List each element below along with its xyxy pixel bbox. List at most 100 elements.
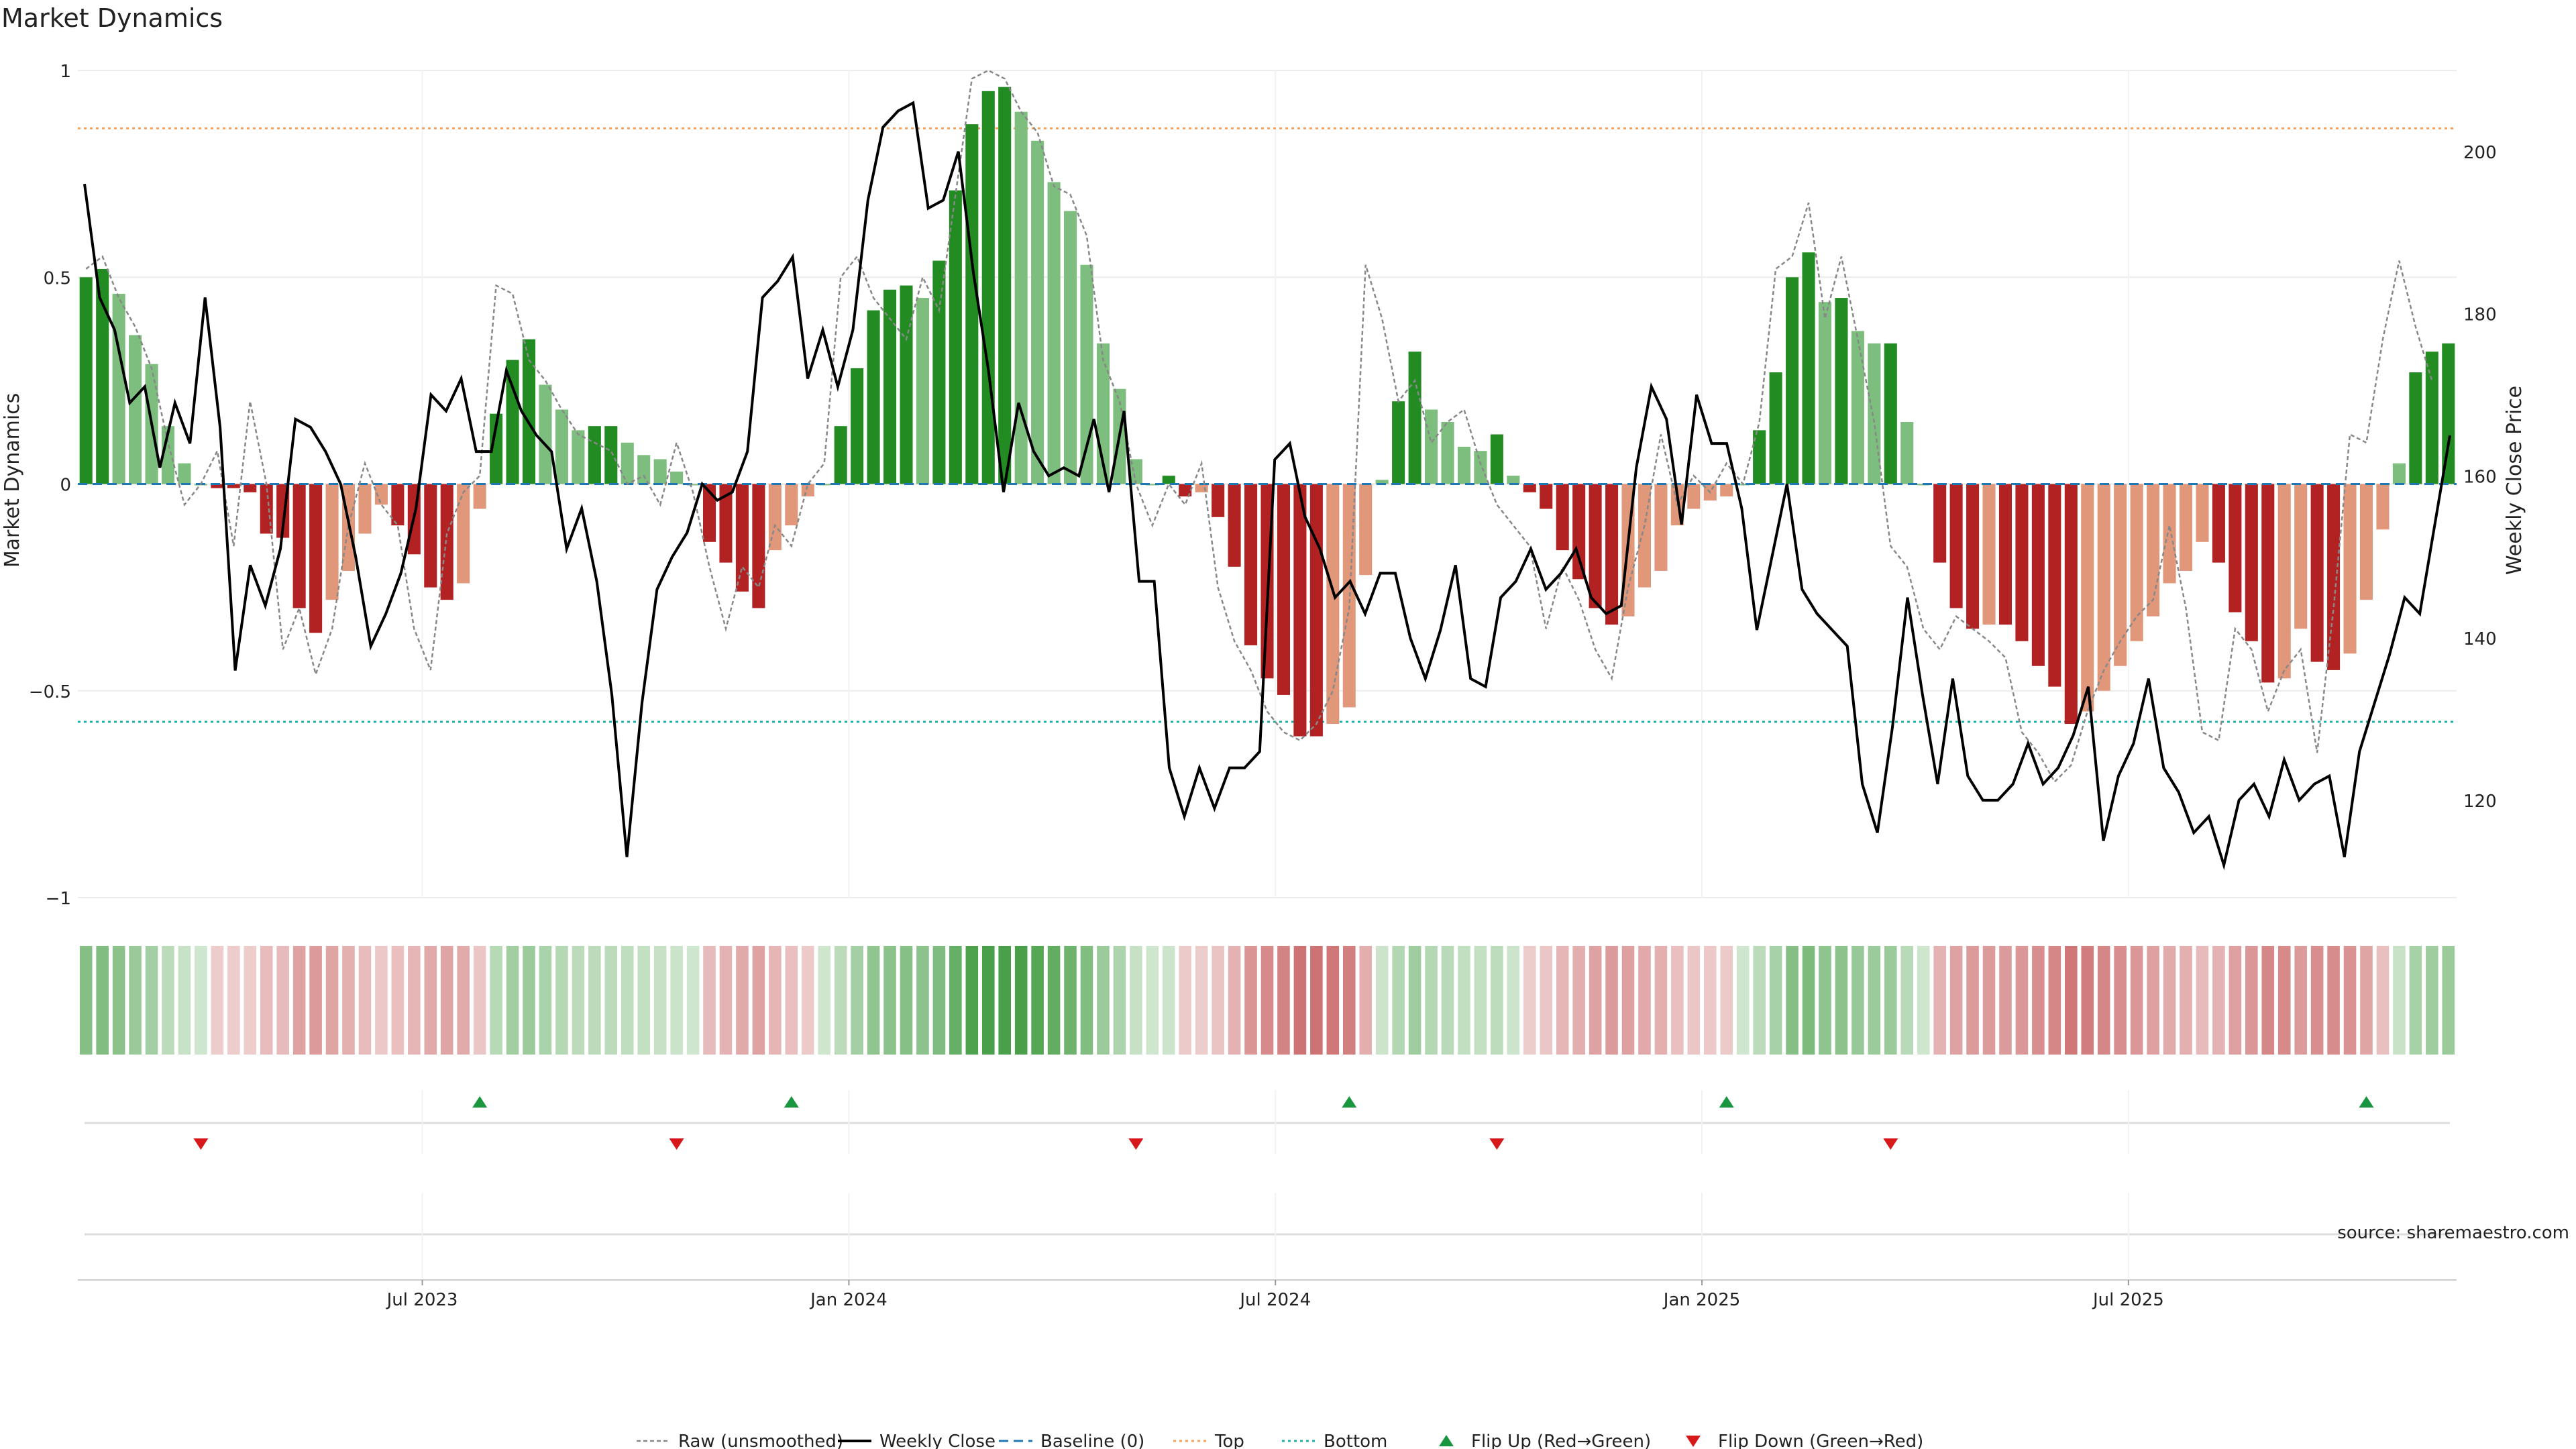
dynamics-bar [490, 413, 503, 484]
legend-flip-down-label: Flip Down (Green→Red) [1718, 1432, 1923, 1449]
heat-cell [292, 946, 306, 1055]
heat-cell [276, 946, 289, 1055]
dynamics-bar [2064, 484, 2078, 724]
flip-up-icon [1439, 1435, 1454, 1446]
flip-down-marker [1489, 1138, 1505, 1150]
dynamics-bar [2376, 484, 2390, 530]
heat-cell [391, 946, 405, 1055]
heat-cell [2310, 946, 2324, 1055]
dynamics-bars [79, 87, 2455, 737]
dynamics-bar [129, 335, 142, 484]
dynamics-bar [1441, 422, 1454, 484]
dynamics-bar [260, 484, 273, 534]
y2-tick-label: 140 [2463, 629, 2497, 649]
heat-cell [2147, 946, 2159, 1055]
heat-cell [2327, 946, 2340, 1055]
dynamics-bar [358, 484, 372, 534]
dynamics-bar [785, 484, 798, 526]
dynamics-bar [1014, 111, 1028, 484]
heat-cell [1425, 946, 1438, 1055]
heat-cell [653, 946, 667, 1055]
dynamics-bar [588, 426, 601, 484]
x-tick-label: Jul 2025 [2092, 1290, 2164, 1310]
dynamics-bar [211, 484, 224, 488]
dynamics-bar [1162, 476, 1175, 484]
heat-cell [769, 946, 782, 1055]
dynamics-bar [1851, 331, 1864, 484]
heat-cell [981, 946, 995, 1055]
flip-up-marker [784, 1096, 799, 1108]
heat-cell [2229, 946, 2242, 1055]
heat-cell [2180, 946, 2192, 1055]
heat-cell [1097, 946, 1110, 1055]
dynamics-bar [244, 484, 257, 492]
legend-flip-down: Flip Down (Green→Red) [1686, 1432, 1923, 1449]
timeline-panel [85, 1193, 2450, 1278]
heat-cell [1966, 946, 1979, 1055]
dynamics-bar [522, 339, 536, 484]
y2-tick-label: 120 [2463, 792, 2497, 812]
heat-cell [555, 946, 568, 1055]
heat-cell [1835, 946, 1848, 1055]
dynamics-bar [2031, 484, 2045, 666]
dynamics-bar [621, 442, 634, 484]
dynamics-bar [1589, 484, 1602, 608]
heat-cell [145, 946, 158, 1055]
heat-cell [1933, 946, 1946, 1055]
dynamics-bar [96, 268, 109, 484]
dynamics-bar [965, 124, 979, 484]
heat-cell [1326, 946, 1340, 1055]
heat-cell [1014, 946, 1028, 1055]
dynamics-bar [1244, 484, 1258, 645]
dynamics-bar [1408, 352, 1421, 484]
dynamics-bar [883, 289, 897, 484]
heat-cell [785, 946, 798, 1055]
heat-cell [1605, 946, 1618, 1055]
y-tick-label: 0.5 [44, 268, 71, 288]
dynamics-bar [1572, 484, 1586, 580]
source-annotation: source: sharemaestro.com [2337, 1223, 2569, 1243]
dynamics-bar [1753, 430, 1766, 484]
left-axis: 1 0.5 0 −0.5 −1 [29, 62, 71, 909]
flip-up-marker [1342, 1096, 1357, 1108]
dynamics-bar [1474, 451, 1487, 484]
heat-cell [1392, 946, 1405, 1055]
flip-down-marker [193, 1138, 209, 1150]
dynamics-bar [2392, 463, 2406, 484]
dynamics-bar [1884, 343, 1897, 484]
heat-cell [1491, 946, 1503, 1055]
heat-cell [2393, 946, 2406, 1055]
heat-cell [1408, 946, 1421, 1055]
heat-cell [834, 946, 847, 1055]
heat-cell [1458, 946, 1470, 1055]
legend-baseline: Baseline (0) [999, 1432, 1144, 1449]
heat-cell [637, 946, 650, 1055]
dynamics-bar [555, 409, 568, 484]
heat-cell [1212, 946, 1224, 1055]
heat-cell [1507, 946, 1520, 1055]
dynamics-bar [2343, 484, 2357, 654]
heat-cell [2048, 946, 2061, 1055]
dynamics-bar [1638, 484, 1652, 588]
heat-cell [260, 946, 273, 1055]
flip-up-marker [1719, 1096, 1734, 1108]
heat-cell [2245, 946, 2258, 1055]
heat-cell [867, 946, 880, 1055]
y2-tick-label: 160 [2463, 467, 2497, 487]
heat-cell [1179, 946, 1192, 1055]
dynamics-bar [686, 484, 700, 486]
heat-cell [1654, 946, 1668, 1055]
dynamics-bar [325, 484, 339, 600]
heat-cell [1786, 946, 1799, 1055]
dynamics-bar [1900, 422, 1914, 484]
dynamics-bar [457, 484, 470, 584]
dynamics-bar [227, 484, 240, 488]
weekly-close-line [83, 101, 2451, 871]
dynamics-bar [1228, 484, 1241, 567]
chart-title: Market Dynamics [1, 3, 223, 33]
heat-cell [2343, 946, 2357, 1055]
dynamics-bar [900, 285, 913, 484]
heat-cell [473, 946, 486, 1055]
heat-cell [1999, 946, 2012, 1055]
